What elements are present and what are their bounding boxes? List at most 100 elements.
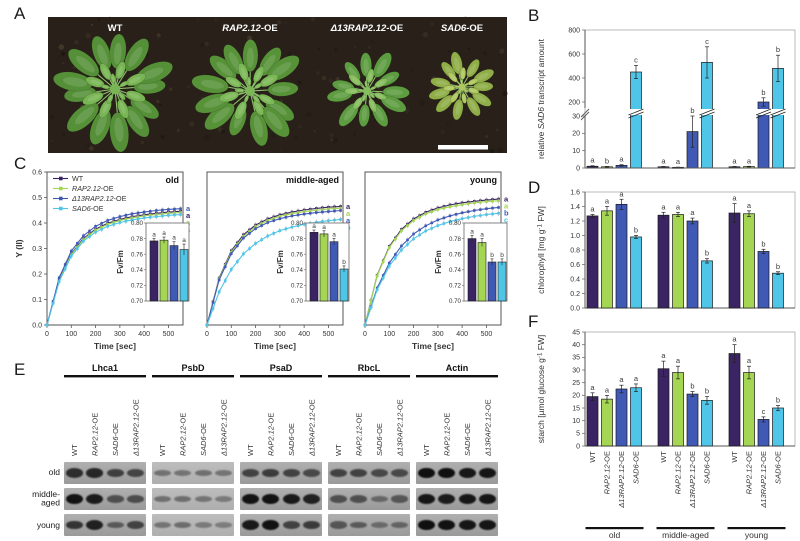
blot-strip-PsaD-middle-aged — [240, 488, 322, 510]
leaf-blade — [267, 81, 299, 97]
inset-bar — [497, 261, 507, 302]
blot-band — [303, 494, 321, 504]
blot-band — [282, 468, 300, 478]
y-tick-label: 0.2 — [570, 291, 580, 298]
lane-label: RAP2.12-OE — [354, 413, 363, 456]
y-tick-label: 0.0 — [570, 305, 580, 312]
inset-letter: a — [332, 232, 336, 239]
inset-letter: a — [480, 232, 484, 239]
group-label: old — [609, 530, 621, 540]
blot-band — [350, 521, 368, 529]
series-marker — [400, 229, 403, 232]
leaf-highlight — [119, 93, 124, 99]
series-marker — [94, 230, 97, 234]
series-marker — [406, 243, 409, 246]
series-marker — [460, 211, 464, 215]
leaf-highlight — [269, 102, 287, 116]
bar-middle-aged-1 — [672, 214, 684, 309]
soil-texture — [85, 32, 91, 39]
blot-strip-RbcL-old — [328, 462, 410, 484]
soil-texture — [297, 80, 299, 82]
leaf-highlight — [468, 63, 477, 75]
x-tick-label: RAP2.12-OE — [745, 451, 754, 494]
soil-texture — [489, 148, 495, 154]
x-tick-label: 300 — [274, 331, 286, 338]
leaf-blade — [254, 82, 263, 90]
blot-band — [106, 468, 124, 478]
series-marker — [229, 252, 233, 255]
leaf-blade — [472, 92, 492, 107]
x-tick-label: 0 — [363, 331, 367, 338]
leaf-highlight — [228, 52, 241, 71]
x-tick-label: Δ13RAP2.12-OE — [759, 451, 768, 509]
soil-texture — [354, 46, 357, 49]
leaf-highlight — [72, 90, 93, 98]
significance-letter: a — [619, 155, 624, 164]
blot-band — [370, 495, 388, 503]
series-marker — [106, 225, 110, 228]
leaf-blade — [361, 94, 367, 102]
blot-strip-Actin-middle-aged — [416, 488, 498, 510]
blot-band — [65, 520, 83, 530]
series-marker — [284, 227, 288, 231]
significance-letter: b — [690, 382, 694, 391]
y-tick-label: 40 — [572, 342, 580, 349]
inset-tick-label: 0.72 — [291, 283, 304, 290]
blot-header-underline — [328, 375, 410, 378]
soil-texture — [306, 112, 312, 117]
series-marker — [418, 228, 421, 232]
series-marker — [400, 248, 403, 252]
series-marker — [436, 218, 440, 222]
x-tick-label: Δ13RAP2.12-OE — [688, 451, 697, 509]
blot-row-label: old — [49, 467, 61, 477]
panel-b-chart: a b a c a a b c a a b b 0 10 20 30 200 400 600 800 relative … — [536, 27, 796, 172]
leaf-highlight — [370, 93, 374, 97]
series-marker — [173, 207, 176, 211]
leaf-blade — [191, 74, 229, 94]
leaf — [191, 74, 251, 94]
inset-tick-label: 0.72 — [449, 283, 462, 290]
x-tick-label: 0 — [45, 331, 49, 338]
blot-band — [262, 493, 280, 505]
inset-letter: a — [162, 230, 166, 237]
bar-old-3 — [630, 387, 642, 447]
leaf-highlight — [102, 67, 110, 78]
leaf-highlight — [462, 94, 466, 101]
series-marker — [161, 214, 164, 218]
soil-texture — [108, 16, 111, 19]
bar-old-0 — [586, 215, 599, 309]
blot-band — [106, 521, 124, 529]
y-tick-label: 600 — [568, 51, 580, 58]
series-marker — [88, 235, 91, 238]
group-underline — [727, 527, 786, 530]
leaf-blade — [366, 68, 375, 84]
soil-texture — [385, 113, 388, 116]
series-marker — [442, 222, 446, 225]
inset-bar — [329, 241, 339, 302]
soil-texture — [215, 18, 217, 21]
series-marker — [375, 274, 379, 278]
soil-texture — [197, 18, 199, 21]
leaf-blade — [368, 98, 377, 113]
inset-bar — [467, 238, 477, 302]
leaf-blade — [262, 106, 290, 138]
panel-label-f: F — [528, 312, 539, 331]
leaf-highlight — [90, 79, 102, 86]
blot-band — [86, 493, 104, 505]
soil-texture — [168, 87, 173, 91]
series-marker — [485, 213, 488, 216]
inset-tick-label: 0.78 — [131, 236, 144, 243]
leaf-blade — [82, 91, 104, 106]
series-marker — [381, 276, 385, 280]
leaf-highlight — [469, 80, 476, 85]
leaf-highlight — [271, 85, 291, 93]
leaf — [461, 86, 481, 117]
series-marker — [491, 212, 494, 216]
soil-texture — [330, 138, 334, 142]
blot-band — [215, 496, 233, 502]
soil-texture — [430, 22, 435, 26]
soil-texture — [235, 39, 237, 42]
soil-texture — [298, 124, 302, 129]
end-significance-letter: a — [186, 204, 191, 213]
